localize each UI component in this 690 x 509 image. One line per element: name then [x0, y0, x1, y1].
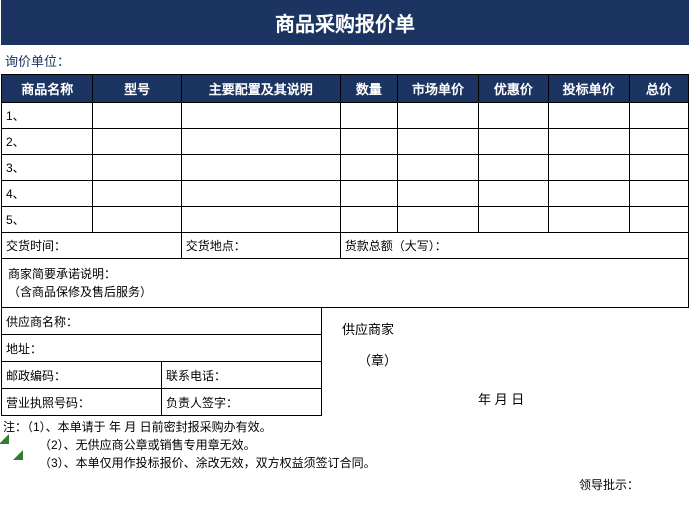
promise-line1: 商家简要承诺说明： [8, 265, 682, 283]
supplier-license-label: 营业执照号码： [2, 389, 162, 416]
note-1: 注：（1）、本单请于 年 月 日前密封报采购办有效。 [3, 418, 689, 436]
delivery-time-label: 交货时间： [2, 233, 182, 259]
table-row: 3、 [2, 155, 689, 181]
supplier-stamp-line1: 供应商家 [338, 314, 690, 345]
supplier-postal-label: 邮政编码： [2, 362, 162, 389]
table-header-row: 商品名称 型号 主要配置及其说明 数量 市场单价 优惠价 投标单价 总价 [2, 75, 689, 103]
supplier-name-label: 供应商名称： [2, 308, 322, 335]
row-num: 4、 [2, 181, 93, 207]
col-market-price: 市场单价 [397, 75, 478, 103]
notes-block: 注：（1）、本单请于 年 月 日前密封报采购办有效。 （2）、无供应商公章或销售… [1, 416, 689, 472]
row-num: 3、 [2, 155, 93, 181]
triangle-icon [13, 450, 23, 460]
supplier-table: 供应商名称： 供应商家 （章） 年 月 日 地址： 邮政编码： 联系电话： 营业… [1, 308, 690, 416]
note-2: （2）、无供应商公章或销售专用章无效。 [3, 436, 689, 454]
total-amount-label: 货款总额（大写）： [340, 233, 688, 259]
triangle-icon [0, 434, 9, 444]
delivery-place-label: 交货地点： [181, 233, 340, 259]
table-row: 1、 [2, 103, 689, 129]
table-row: 2、 [2, 129, 689, 155]
row-num: 5、 [2, 207, 93, 233]
row-num: 1、 [2, 103, 93, 129]
form-title: 商品采购报价单 [1, 0, 689, 45]
table-row: 5、 [2, 207, 689, 233]
supplier-stamp-line2: （章） [338, 345, 690, 376]
note-3: （3）、本单仅用作投标报价、涂改无效，双方权益须签订合同。 [3, 454, 689, 472]
col-discount-price: 优惠价 [479, 75, 549, 103]
supplier-signer-label: 负责人签字： [162, 389, 322, 416]
promise-row: 商家简要承诺说明： （含商品保修及售后服务） [2, 259, 689, 308]
col-bid-price: 投标单价 [548, 75, 629, 103]
col-config: 主要配置及其说明 [181, 75, 340, 103]
leader-approval-label: 领导批示： [1, 472, 689, 497]
supplier-phone-label: 联系电话： [162, 362, 322, 389]
table-row: 4、 [2, 181, 689, 207]
supplier-address-label: 地址： [2, 335, 322, 362]
col-total: 总价 [629, 75, 688, 103]
inquiry-unit-label: 询价单位： [1, 45, 689, 74]
quotation-table: 商品名称 型号 主要配置及其说明 数量 市场单价 优惠价 投标单价 总价 1、 … [1, 74, 689, 308]
promise-line2: （含商品保修及售后服务） [8, 283, 682, 301]
supplier-stamp-date: 年 月 日 [338, 376, 690, 415]
col-model: 型号 [93, 75, 181, 103]
footer-row: 交货时间： 交货地点： 货款总额（大写）： [2, 233, 689, 259]
row-num: 2、 [2, 129, 93, 155]
col-product-name: 商品名称 [2, 75, 93, 103]
col-qty: 数量 [340, 75, 397, 103]
